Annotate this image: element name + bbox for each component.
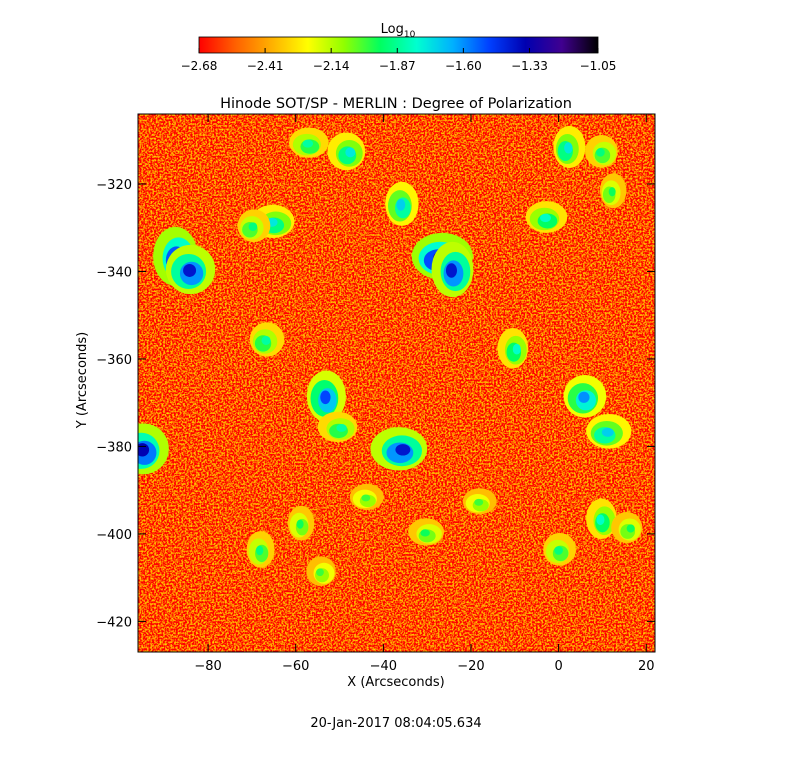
heatmap-cell (248, 222, 258, 232)
x-tick-label: 0 (554, 659, 562, 674)
heatmap-cell (608, 187, 616, 197)
heatmap-cell (596, 148, 605, 157)
colorbar-tick-label: −1.87 (379, 59, 416, 73)
plot-area (138, 114, 655, 652)
x-tick-label: 20 (638, 659, 655, 674)
colorbar-tick-label: −2.14 (313, 59, 350, 73)
heatmap-cell (554, 546, 563, 555)
heatmap-cell (564, 142, 573, 154)
chart-title: Hinode SOT/SP - MERLIN : Degree of Polar… (220, 96, 572, 112)
heatmap-cell (512, 343, 521, 355)
colorbar-strip (198, 36, 599, 54)
x-axis: −80 −60 −40 −20 0 20 (194, 114, 655, 674)
colorbar-tick-label: −1.60 (445, 59, 482, 73)
y-tick-label: −380 (96, 440, 132, 455)
heatmap-cell (320, 390, 331, 405)
heatmap-cell (540, 213, 551, 223)
heatmap-cell (256, 545, 264, 556)
heatmap-cell (296, 519, 304, 529)
colorbar-ticks: −2.68 −2.41 −2.14 −1.87 −1.60 −1.33 −1.05 (181, 48, 617, 73)
x-tick-label: −80 (194, 659, 221, 674)
plot-frame (137, 113, 656, 653)
heatmap-cell (345, 147, 356, 158)
timestamp-text: 20-Jan-2017 08:04:05.634 (310, 716, 481, 731)
y-tick-label: −420 (96, 615, 132, 630)
x-axis-label: X (Arcseconds) (347, 675, 444, 690)
heatmap-cell (361, 494, 371, 502)
y-tick-label: −340 (96, 265, 132, 280)
x-tick-label: −40 (370, 659, 397, 674)
y-axis-label: Y (Arcseconds) (75, 332, 90, 429)
y-tick-label: −320 (96, 178, 132, 193)
heatmap-patches (138, 125, 643, 587)
heatmap-cell (302, 139, 314, 148)
colorbar-tick-label: −2.41 (247, 59, 284, 73)
heatmap-cell (578, 391, 590, 403)
x-tick-label: −20 (457, 659, 484, 674)
colorbar-label: Log10 (381, 22, 416, 40)
heatmap-cell (474, 498, 484, 506)
colorbar-tick-label: −1.05 (580, 59, 617, 73)
y-axis: −320 −340 −360 −380 −400 −420 (96, 178, 655, 630)
heatmap-cell (336, 423, 347, 432)
heatmap-cell (183, 263, 197, 277)
heatmap-cell (261, 335, 271, 345)
colorbar-tick-label: −2.68 (181, 59, 218, 73)
y-tick-label: −360 (96, 353, 132, 368)
x-tick-label: −60 (282, 659, 309, 674)
heatmap-cell (420, 529, 430, 537)
colorbar: Log10 −2.68 −2.41 −2.14 −1.87 −1.60 −1.33 −1.0… (181, 22, 617, 73)
colorbar-tick-label: −1.33 (511, 59, 548, 73)
colorbar-label-sub: 10 (404, 30, 416, 40)
colorbar-label-main: Log (381, 22, 404, 37)
heatmap-cell (396, 199, 406, 211)
heatmap-cell (445, 263, 457, 278)
y-tick-label: −400 (96, 528, 132, 543)
heatmap-cell (596, 514, 605, 526)
heatmap-cell (316, 568, 324, 577)
heatmap-cell (395, 444, 411, 456)
heatmap-cell (601, 427, 614, 437)
heatmap-cell (626, 524, 635, 533)
